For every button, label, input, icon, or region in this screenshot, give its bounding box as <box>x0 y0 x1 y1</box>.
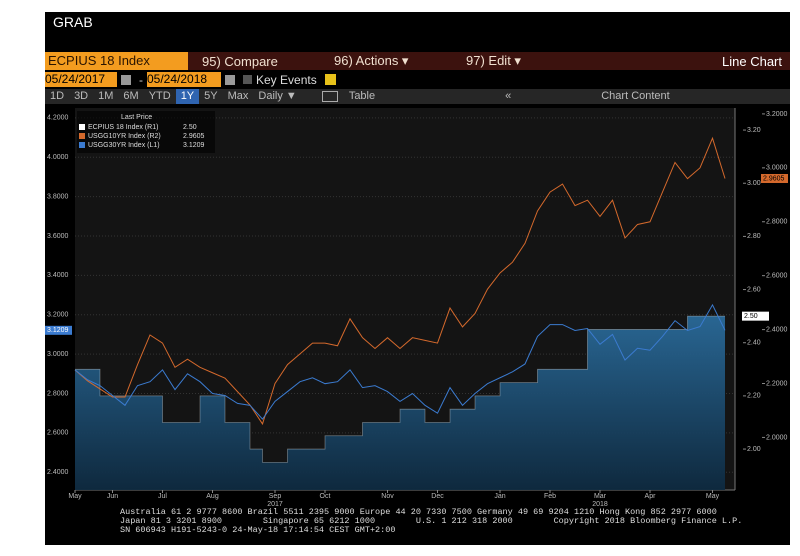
start-date[interactable]: 05/24/2017 <box>45 72 117 87</box>
checkbox[interactable] <box>243 75 252 84</box>
y-tick-label: 2.60 <box>747 286 761 293</box>
x-tick-label: Nov <box>381 493 394 500</box>
security-field[interactable]: ECPIUS 18 Index <box>45 52 188 70</box>
legend-swatch <box>79 133 85 139</box>
legend-label: USGG30YR Index (L1) <box>88 142 160 149</box>
legend-label: USGG10YR Index (R2) <box>88 133 161 140</box>
x-tick-label: Jan <box>494 493 505 500</box>
x-tick-label: Jul <box>158 493 167 500</box>
legend-swatch <box>79 142 85 148</box>
view-label[interactable]: Line Chart <box>722 53 782 69</box>
y-tick-label: 2.6000 <box>47 430 69 437</box>
year-label: 2018 <box>592 501 608 506</box>
menu-item[interactable]: 95) Compare <box>202 53 278 69</box>
x-tick-label: Jun <box>107 493 118 500</box>
y-tick-label: 3.2000 <box>766 111 788 118</box>
x-tick-label: Oct <box>320 493 331 500</box>
period-tab[interactable]: 3D <box>74 90 89 102</box>
legend-swatch <box>79 124 85 130</box>
y-tick-label: 3.0000 <box>47 351 69 358</box>
table-tab[interactable]: Table <box>348 90 376 102</box>
footer-line: Japan 81 3 3201 8900 Singapore 65 6212 1… <box>120 516 743 526</box>
y-tick-label: 2.2000 <box>766 380 788 387</box>
footer-line: Australia 61 2 9777 8600 Brazil 5511 239… <box>120 507 717 517</box>
last-value-box <box>742 311 769 321</box>
period-tab[interactable]: YTD <box>148 90 171 102</box>
line <box>74 303 726 420</box>
y-tick-label: 2.20 <box>747 393 761 400</box>
x-tick-label: May <box>68 493 82 500</box>
y-tick-label: 3.6000 <box>47 233 69 240</box>
legend-value: 2.50 <box>183 124 197 131</box>
x-tick-label: Feb <box>544 493 556 500</box>
line <box>74 136 726 426</box>
footer-line: SN 606943 H191-5243-0 24-May-18 17:14:54… <box>120 525 396 535</box>
legend-box <box>77 111 215 153</box>
y-tick-label: 2.80 <box>747 233 761 240</box>
x-tick-label: Aug <box>206 493 219 500</box>
y-tick-label: 2.8000 <box>766 219 788 226</box>
period-tab[interactable]: 1M <box>98 90 114 102</box>
y-tick-label: 3.2000 <box>47 312 69 319</box>
x-tick-label: Apr <box>645 493 657 500</box>
y-tick-label: 3.4000 <box>47 272 69 279</box>
date-separator: - <box>139 72 143 87</box>
window-title: GRAB <box>53 14 93 30</box>
y-tick-label: 4.0000 <box>47 154 69 161</box>
key-events[interactable]: Key Events <box>256 72 317 87</box>
x-tick-label: Mar <box>594 493 607 500</box>
calendar-icon[interactable] <box>225 74 235 85</box>
period-tab[interactable]: 5Y <box>204 90 218 102</box>
y-tick-label: 2.40 <box>747 340 761 347</box>
x-tick-label: Sep <box>269 493 282 500</box>
y-tick-label: 2.00 <box>747 446 761 453</box>
y-tick-label: 4.2000 <box>47 115 69 122</box>
info-icon[interactable] <box>324 74 336 85</box>
step-area <box>75 316 725 490</box>
y-tick-label: 2.0000 <box>766 434 788 441</box>
chart-icon[interactable] <box>321 91 338 102</box>
last-value-label: 2.50 <box>744 313 758 320</box>
frequency[interactable]: Daily ▼ <box>258 90 297 102</box>
step-line <box>75 315 725 463</box>
y-tick-label: 3.00 <box>747 180 761 187</box>
chart: 2.4000 2.6000 2.8000 3.0000 3.2000 3.4000 3.60… <box>45 108 788 506</box>
period-tab[interactable]: Max <box>227 90 249 102</box>
legend-title: Last Price <box>121 114 152 121</box>
legend-label: ECPIUS 18 Index (R1) <box>88 124 158 131</box>
menu-items: 95) Compare 96) Actions ▾ 97) Edit ▾ <box>188 53 584 69</box>
menu-item[interactable]: 97) Edit ▾ <box>466 53 521 68</box>
last-value-box <box>45 325 72 335</box>
period-tabs: 1D 3D 1M 6M YTD 1Y 5Y Max <box>45 89 253 104</box>
x-tick-label: Dec <box>431 493 444 500</box>
collapse[interactable]: « <box>505 90 512 102</box>
year-label: 2017 <box>267 501 283 506</box>
end-date[interactable]: 05/24/2018 <box>147 72 221 87</box>
legend-value: 2.9605 <box>183 133 205 140</box>
period-tab[interactable]: 1Y <box>175 89 200 104</box>
last-value-box <box>761 173 788 183</box>
last-value-label: 2.9605 <box>763 175 785 182</box>
x-tick-label: May <box>706 493 720 500</box>
y-tick-label: 2.4000 <box>47 469 69 476</box>
y-tick-label: 2.6000 <box>766 273 788 280</box>
date-bar: 05/24/2017 - 05/24/2018 Key Events <box>45 72 336 87</box>
period-tab[interactable]: 6M <box>123 90 139 102</box>
legend-value: 3.1209 <box>183 142 205 149</box>
tab-bar: 1D 3D 1M 6M YTD 1Y 5Y Max Daily ▼ Table « Chart… <box>45 89 790 104</box>
y-tick-label: 3.0000 <box>766 165 788 172</box>
period-tab[interactable]: 1D <box>50 90 65 102</box>
chart-content[interactable]: Chart Content <box>601 90 670 102</box>
menu-item[interactable]: 96) Actions ▾ <box>334 53 409 68</box>
y-tick-label: 3.8000 <box>47 193 69 200</box>
y-tick-label: 2.8000 <box>47 390 69 397</box>
last-value-label: 3.1209 <box>47 327 69 334</box>
menu-bar: ECPIUS 18 Index 95) Compare 96) Actions ▾… <box>45 52 790 70</box>
y-tick-label: 2.4000 <box>766 326 788 333</box>
y-tick-label: 3.20 <box>747 127 761 134</box>
calendar-icon[interactable] <box>121 74 131 85</box>
